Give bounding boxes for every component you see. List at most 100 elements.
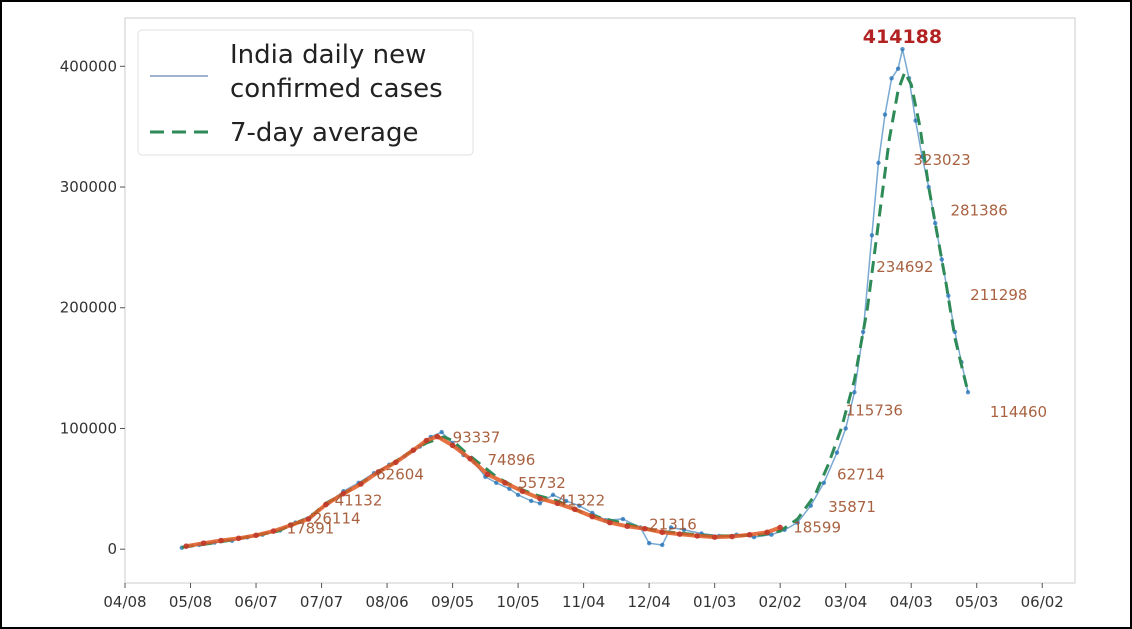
annotated-point	[572, 506, 578, 513]
y-tick-label: 200000	[60, 299, 117, 317]
data-label: 26114	[313, 510, 361, 528]
annotated-point	[711, 534, 718, 540]
annotated-point	[449, 442, 456, 449]
daily-point	[507, 486, 512, 492]
data-label: 55732	[518, 474, 566, 492]
annotated-point	[641, 525, 648, 532]
x-axis: 04/08 05/08 06/07 07/07 08/06 09/05 10/05 11/04…	[103, 583, 1064, 611]
daily-point	[529, 498, 534, 504]
daily-point	[681, 527, 687, 533]
x-tick-label: 08/06	[365, 593, 408, 611]
annotated-point	[502, 479, 508, 486]
data-label: 21316	[649, 515, 697, 533]
data-label: 114460	[990, 403, 1047, 421]
annotated-point	[183, 543, 189, 549]
annotated-point	[624, 523, 631, 530]
data-label: 234692	[876, 258, 933, 276]
data-label: 62604	[376, 466, 424, 484]
annotated-point	[235, 535, 242, 542]
annotated-point	[484, 471, 491, 478]
annotated-point	[323, 501, 329, 508]
daily-point	[843, 426, 848, 431]
annotated-point	[554, 500, 561, 507]
daily-point	[563, 498, 569, 504]
daily-point	[860, 329, 866, 335]
annotated-point	[777, 524, 783, 531]
annotated-point	[340, 490, 347, 497]
y-axis: 0 100000 200000 300000 400000	[60, 57, 125, 558]
legend-avg-label: 7-day average	[230, 118, 418, 148]
y-tick-label: 300000	[60, 178, 117, 196]
daily-point	[550, 492, 556, 498]
daily-point	[876, 160, 881, 166]
annotated-point	[519, 488, 526, 495]
data-label: 281386	[951, 201, 1008, 219]
x-tick-label: 03/04	[824, 593, 867, 611]
y-tick-label: 400000	[60, 57, 117, 75]
x-tick-label: 02/02	[759, 593, 802, 611]
annotated-point	[676, 531, 683, 537]
data-label: 74896	[488, 451, 536, 469]
y-tick-label: 100000	[60, 419, 117, 437]
daily-point	[577, 503, 582, 508]
legend-box	[137, 29, 474, 156]
data-label: 62714	[837, 465, 885, 483]
x-tick-label: 09/05	[431, 593, 474, 611]
x-tick-label: 06/02	[1021, 593, 1064, 611]
annotated-point	[270, 528, 277, 534]
legend-daily-label-line2: confirmed cases	[230, 74, 443, 104]
legend-daily-label-line1: India daily new	[230, 40, 426, 70]
daily-point	[895, 66, 901, 71]
series-layer	[179, 46, 971, 550]
x-tick-label: 11/04	[562, 593, 605, 611]
x-tick-label: 04/03	[890, 593, 933, 611]
daily-point	[494, 480, 499, 485]
daily-point	[439, 429, 444, 435]
x-tick-label: 04/08	[103, 593, 146, 611]
daily-point	[668, 525, 674, 530]
peak-label: 414188	[863, 26, 942, 48]
x-tick-label: 10/05	[496, 593, 539, 611]
y-tick-label: 0	[107, 540, 117, 558]
x-tick-label: 05/03	[955, 593, 998, 611]
daily-point	[620, 516, 626, 522]
data-label: 17891	[287, 520, 335, 538]
daily-point	[946, 293, 951, 298]
daily-point	[646, 540, 652, 546]
data-label: 35871	[828, 498, 876, 516]
daily-point	[889, 76, 894, 81]
data-label: 93337	[453, 429, 501, 447]
annotated-point	[746, 531, 753, 538]
annotated-point	[393, 459, 399, 466]
data-label: 211298	[970, 286, 1027, 304]
data-label: 18599	[793, 519, 841, 537]
daily-point	[660, 542, 665, 548]
annotated-point	[467, 455, 473, 462]
annotated-point	[288, 522, 294, 528]
legend: India daily new confirmed cases 7-day av…	[137, 29, 474, 156]
data-label: 41322	[557, 491, 605, 509]
series-annotated-line	[185, 434, 781, 549]
daily-point	[926, 184, 931, 190]
daily-point	[515, 492, 521, 498]
daily-point	[933, 221, 938, 226]
annotated-point	[537, 495, 543, 502]
data-label: 323023	[913, 151, 970, 169]
x-tick-label: 12/04	[628, 593, 671, 611]
x-tick-label: 01/03	[693, 593, 736, 611]
daily-point	[821, 480, 827, 485]
annotated-point	[358, 481, 364, 487]
annotated-point	[410, 447, 417, 454]
data-label: 115736	[846, 401, 903, 419]
annotated-point	[589, 513, 596, 520]
data-labels-layer: 414188 323023 281386 234692 211298 115736 1144…	[287, 26, 1047, 537]
annotated-point	[423, 437, 430, 444]
daily-point	[852, 390, 857, 395]
x-tick-label: 06/07	[234, 593, 277, 611]
daily-point	[882, 112, 888, 117]
annotated-point	[200, 540, 207, 546]
series-avg-line	[181, 68, 970, 549]
daily-point	[939, 257, 944, 262]
